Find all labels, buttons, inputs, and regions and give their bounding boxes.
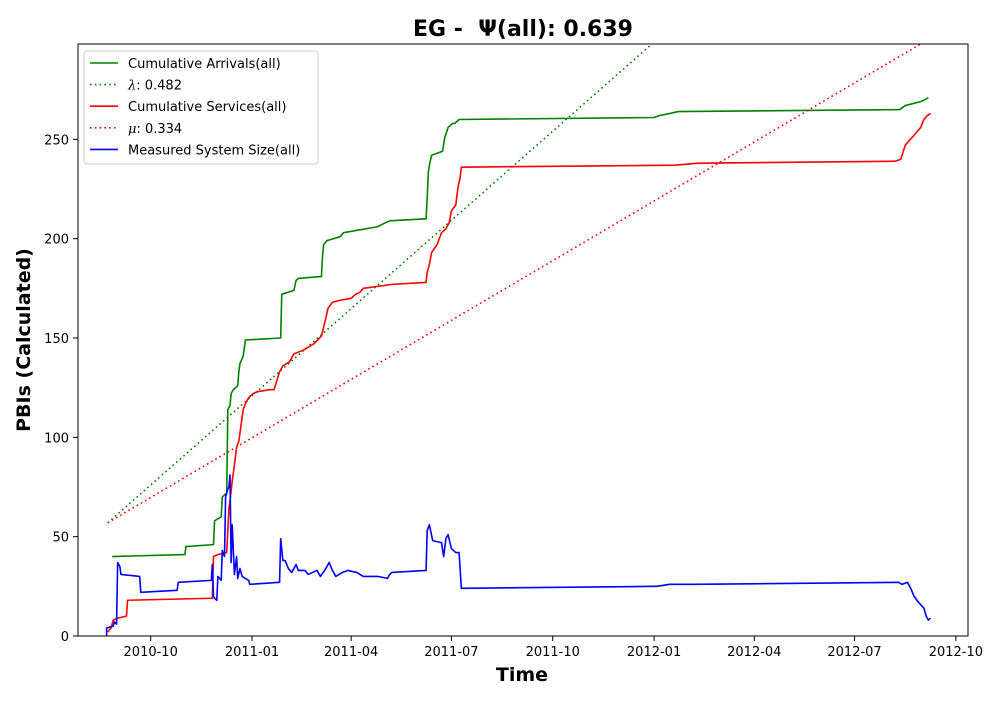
legend-box — [83, 50, 319, 165]
series-line-measured-system-size-all — [105, 474, 932, 636]
x-tick-label: 2011-04 — [324, 645, 378, 660]
y-tick-label: 100 — [44, 431, 69, 446]
y-tick-label: 150 — [44, 332, 69, 347]
y-tick-label: 50 — [52, 531, 69, 546]
y-tick-label: 0 — [61, 630, 69, 645]
chart-title: EG - Ψ(all): 0.639 — [413, 17, 633, 42]
x-tick-label: 2012-01 — [627, 645, 681, 660]
legend-label: Cumulative Services(all) — [128, 100, 286, 115]
x-axis-label: Time — [496, 664, 548, 686]
x-tick-label: 2011-01 — [225, 645, 279, 660]
y-axis-label: PBIs (Calculated) — [13, 248, 35, 432]
legend-label: μ: 0.334 — [128, 122, 182, 137]
y-tick-label: 200 — [44, 233, 69, 248]
x-tick-label: 2012-10 — [929, 645, 983, 660]
x-tick-label: 2010-10 — [124, 645, 178, 660]
x-tick-label: 2012-07 — [827, 645, 881, 660]
legend-label: Measured System Size(all) — [128, 143, 300, 158]
x-tick-label: 2011-10 — [526, 645, 580, 660]
legend-label: Cumulative Arrivals(all) — [128, 57, 281, 72]
legend: Cumulative Arrivals(all) λ: 0.482 Cumulati… — [83, 50, 319, 165]
x-tick-label: 2011-07 — [424, 645, 478, 660]
legend-label: λ: 0.482 — [127, 79, 182, 94]
series-line-0-482 — [107, 44, 653, 524]
plot-frame — [77, 43, 969, 637]
series-line-0-334 — [107, 44, 922, 524]
x-tick-label: 2012-04 — [727, 645, 781, 660]
y-tick-label: 250 — [44, 133, 69, 148]
series-line-cumulative-arrivals-all — [112, 96, 929, 558]
